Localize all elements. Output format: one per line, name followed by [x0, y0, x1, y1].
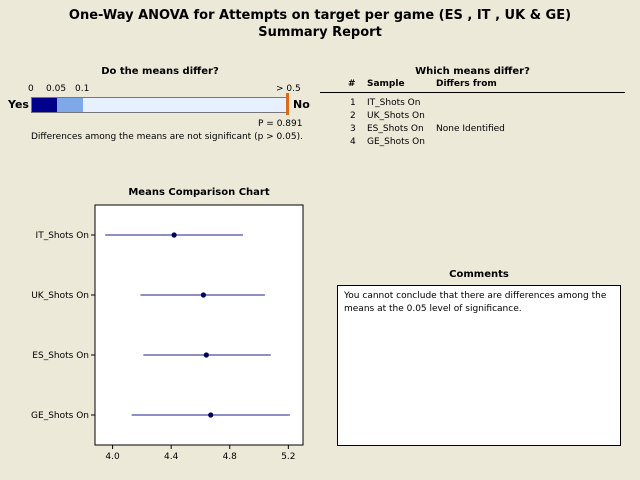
- scale-tick-01: 0.1: [75, 84, 90, 94]
- means-comparison-chart: IT_Shots On UK_Shots On ES_Shots On GE_Shot…: [31, 204, 304, 462]
- row-num: 3: [350, 124, 356, 134]
- row-num: 2: [350, 111, 356, 121]
- col-header-sample: Sample: [367, 79, 405, 89]
- significance-bar: [31, 97, 289, 113]
- differ-heading: Do the means differ?: [101, 66, 219, 77]
- scale-tick-0: 0: [28, 84, 34, 94]
- x-tick-label: 5.2: [281, 452, 295, 462]
- row-differs: None Identified: [436, 124, 505, 134]
- x-tick-label: 4.4: [164, 452, 179, 462]
- row-num: 1: [350, 98, 356, 108]
- x-tick-label: 4.8: [223, 452, 238, 462]
- comments-box: You cannot conclude that there are diffe…: [337, 285, 621, 446]
- y-tick-label: IT_Shots On: [36, 231, 89, 241]
- report-subtitle: Summary Report: [258, 25, 382, 40]
- report-title: One-Way ANOVA for Attempts on target per…: [68, 8, 572, 23]
- which-heading: Which means differ?: [415, 66, 530, 77]
- row-sample: IT_Shots On: [367, 98, 421, 108]
- scale-tick-05: > 0.5: [276, 84, 301, 94]
- mean-point: [208, 412, 214, 418]
- row-sample: UK_Shots On: [367, 111, 425, 121]
- y-tick-label: ES_Shots On: [32, 351, 89, 361]
- p-value-text: P = 0.891: [258, 119, 303, 129]
- mean-point: [203, 352, 209, 358]
- comments-heading: Comments: [449, 269, 509, 280]
- conclusion-text: Differences among the means are not sign…: [31, 132, 303, 142]
- p-value-marker: [286, 93, 289, 115]
- table-header-rule: [320, 92, 625, 93]
- mean-point: [200, 292, 206, 298]
- row-sample: GE_Shots On: [367, 137, 425, 147]
- comments-text: You cannot conclude that there are diffe…: [344, 291, 607, 314]
- means-chart-heading: Means Comparison Chart: [128, 187, 270, 198]
- scale-tick-005: 0.05: [46, 84, 67, 94]
- y-tick-label: UK_Shots On: [31, 291, 89, 301]
- col-header-differs: Differs from: [436, 79, 497, 89]
- x-tick-label: 4.0: [105, 452, 120, 462]
- col-header-num: #: [348, 79, 356, 89]
- row-sample: ES_Shots On: [367, 124, 424, 134]
- no-label: No: [293, 98, 310, 111]
- bar-segment-significant: [32, 98, 57, 112]
- yes-label: Yes: [8, 98, 29, 111]
- mean-point: [171, 232, 177, 238]
- bar-segment-marginal: [57, 98, 83, 112]
- y-tick-label: GE_Shots On: [31, 411, 89, 421]
- row-num: 4: [350, 137, 356, 147]
- plot-area: [94, 204, 304, 446]
